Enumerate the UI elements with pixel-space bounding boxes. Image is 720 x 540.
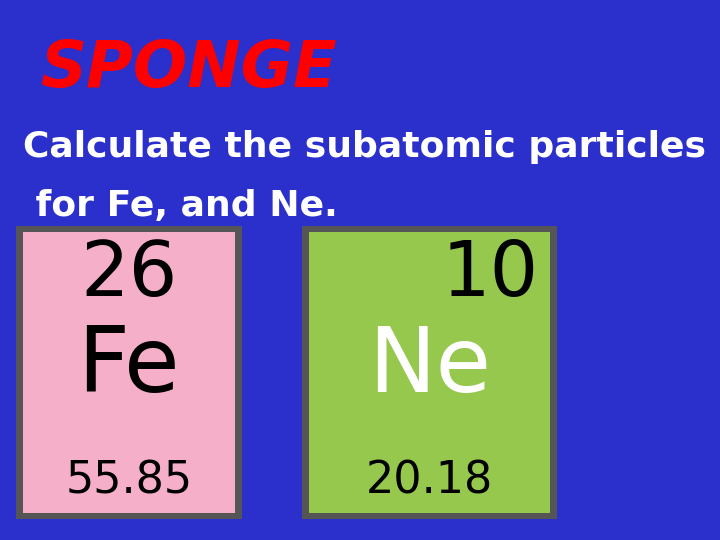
- Text: SPONGE: SPONGE: [40, 38, 337, 100]
- FancyBboxPatch shape: [23, 232, 235, 513]
- Text: 20.18: 20.18: [366, 459, 493, 502]
- FancyBboxPatch shape: [16, 226, 242, 519]
- Text: Calculate the subatomic particles: Calculate the subatomic particles: [23, 130, 706, 164]
- Text: Fe: Fe: [78, 323, 180, 411]
- FancyBboxPatch shape: [310, 232, 550, 513]
- FancyBboxPatch shape: [302, 226, 557, 519]
- Text: 26: 26: [80, 238, 177, 312]
- Text: for Fe, and Ne.: for Fe, and Ne.: [23, 189, 338, 223]
- Text: Ne: Ne: [368, 323, 491, 411]
- Text: 10: 10: [441, 238, 539, 312]
- Text: 55.85: 55.85: [66, 459, 192, 502]
